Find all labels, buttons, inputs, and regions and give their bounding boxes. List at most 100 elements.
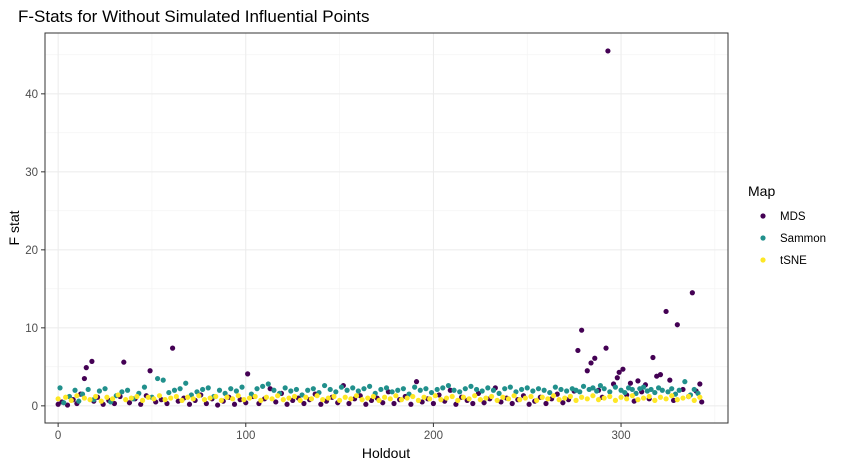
data-point-mds bbox=[346, 400, 352, 407]
x-axis-title: Holdout bbox=[362, 445, 410, 461]
data-point-sammon bbox=[629, 386, 635, 393]
data-point-sammon bbox=[633, 390, 639, 396]
data-point-mds bbox=[55, 401, 61, 407]
data-point-sammon bbox=[205, 385, 211, 391]
data-point-tsne bbox=[156, 393, 163, 399]
data-point-tsne bbox=[534, 397, 540, 403]
data-point-sammon bbox=[601, 386, 607, 392]
data-point-mds bbox=[391, 400, 397, 407]
data-point-sammon bbox=[535, 386, 542, 392]
data-point-tsne bbox=[393, 393, 399, 399]
data-point-sammon bbox=[119, 389, 125, 395]
data-point-sammon bbox=[594, 388, 600, 394]
data-point-mds bbox=[89, 358, 95, 364]
data-point-tsne bbox=[449, 393, 455, 400]
data-point-sammon bbox=[160, 377, 166, 383]
data-point-tsne bbox=[573, 397, 579, 403]
data-point-mds bbox=[584, 368, 590, 374]
data-point-tsne bbox=[674, 397, 680, 403]
data-point-tsne bbox=[618, 394, 624, 400]
data-point-tsne bbox=[342, 394, 348, 400]
data-point-mds bbox=[620, 366, 626, 372]
data-point-tsne bbox=[291, 393, 298, 400]
data-point-tsne bbox=[134, 393, 140, 400]
data-point-tsne bbox=[246, 395, 253, 401]
data-point-sammon bbox=[171, 387, 178, 393]
data-point-tsne bbox=[483, 395, 489, 401]
data-point-mds bbox=[697, 381, 703, 387]
data-point-sammon bbox=[547, 389, 553, 396]
data-point-mds bbox=[699, 399, 705, 405]
y-axis-ticks: 0 10 20 30 40 bbox=[25, 89, 45, 413]
data-point-tsne bbox=[612, 397, 619, 403]
data-points bbox=[55, 48, 705, 408]
data-point-sammon bbox=[333, 389, 339, 395]
data-point-tsne bbox=[207, 395, 213, 401]
data-point-sammon bbox=[321, 382, 328, 389]
data-point-tsne bbox=[404, 395, 410, 401]
data-point-sammon bbox=[355, 388, 361, 394]
data-point-tsne bbox=[697, 394, 703, 400]
data-point-mds bbox=[186, 401, 193, 407]
x-tick-label: 0 bbox=[55, 430, 61, 442]
data-point-sammon bbox=[682, 379, 688, 385]
data-point-tsne bbox=[624, 396, 630, 402]
data-point-sammon bbox=[607, 389, 613, 395]
data-point-tsne bbox=[359, 397, 365, 403]
data-point-tsne bbox=[511, 393, 517, 399]
legend-key-mds bbox=[760, 213, 766, 219]
data-point-mds bbox=[603, 345, 609, 351]
data-point-mds bbox=[164, 400, 170, 407]
data-point-sammon bbox=[691, 386, 697, 393]
data-point-mds bbox=[126, 400, 133, 406]
data-point-tsne bbox=[376, 397, 382, 403]
data-point-sammon bbox=[183, 380, 189, 386]
data-point-mds bbox=[509, 400, 515, 407]
data-point-tsne bbox=[263, 394, 270, 400]
data-point-mds bbox=[575, 347, 581, 354]
data-point-tsne bbox=[685, 393, 692, 400]
data-point-sammon bbox=[188, 392, 194, 398]
data-point-tsne bbox=[477, 397, 483, 403]
series-tsne bbox=[55, 392, 703, 404]
data-point-sammon bbox=[479, 388, 485, 394]
data-point-mds bbox=[147, 368, 153, 374]
y-tick-label: 20 bbox=[25, 245, 38, 257]
data-point-tsne bbox=[398, 397, 405, 403]
data-point-mds bbox=[203, 400, 209, 407]
data-point-sammon bbox=[216, 387, 223, 393]
data-point-tsne bbox=[353, 393, 360, 399]
data-point-tsne bbox=[545, 396, 551, 402]
data-point-sammon bbox=[524, 385, 530, 391]
legend: Map MDS Sammon tSNE bbox=[748, 183, 826, 267]
y-tick-label: 0 bbox=[32, 401, 38, 413]
data-point-sammon bbox=[541, 387, 547, 393]
data-point-sammon bbox=[327, 386, 333, 393]
data-point-sammon bbox=[194, 389, 200, 395]
data-point-tsne bbox=[539, 394, 545, 400]
data-point-tsne bbox=[201, 397, 208, 403]
data-point-sammon bbox=[552, 384, 558, 390]
data-point-tsne bbox=[528, 393, 534, 400]
data-point-tsne bbox=[601, 395, 607, 401]
data-point-sammon bbox=[423, 386, 429, 392]
data-point-tsne bbox=[505, 396, 512, 402]
x-axis-ticks: 0 100 200 300 bbox=[55, 423, 631, 442]
x-tick-label: 300 bbox=[611, 430, 630, 442]
data-point-mds bbox=[674, 322, 680, 328]
data-point-mds bbox=[657, 372, 664, 378]
data-point-sammon bbox=[166, 389, 172, 396]
data-point-mds bbox=[158, 397, 164, 403]
data-point-sammon bbox=[428, 389, 435, 396]
data-point-tsne bbox=[488, 393, 495, 400]
data-point-sammon bbox=[412, 384, 418, 390]
data-point-tsne bbox=[629, 393, 635, 399]
data-point-mds bbox=[363, 401, 369, 407]
data-point-sammon bbox=[507, 384, 513, 390]
data-point-mds bbox=[592, 355, 598, 361]
data-point-sammon bbox=[676, 387, 682, 393]
data-point-sammon bbox=[577, 389, 583, 395]
data-point-tsne bbox=[128, 395, 134, 401]
data-point-sammon bbox=[669, 386, 675, 392]
y-tick-label: 30 bbox=[25, 167, 38, 179]
